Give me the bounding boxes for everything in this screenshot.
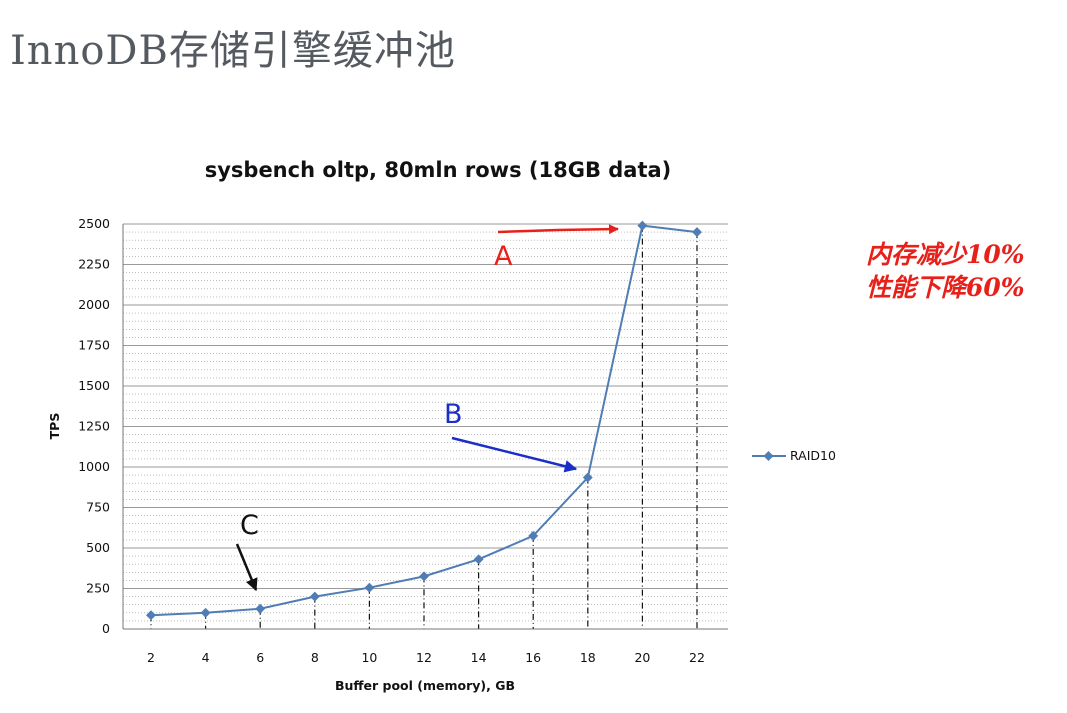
x-tick-label: 2 bbox=[147, 650, 155, 665]
x-tick-label: 20 bbox=[634, 650, 650, 665]
annotation-label-c: C bbox=[240, 510, 259, 541]
legend-label: RAID10 bbox=[790, 448, 836, 463]
gridlines bbox=[123, 223, 728, 622]
x-tick-label: 16 bbox=[525, 650, 541, 665]
chart-title: sysbench oltp, 80mln rows (18GB data) bbox=[205, 158, 672, 182]
y-tick-label: 500 bbox=[86, 540, 110, 555]
x-tick-labels: 2 4 6 8 10 12 14 16 18 20 22 bbox=[147, 650, 705, 665]
x-tick-label: 6 bbox=[256, 650, 264, 665]
performance-note: 内存减少10% 性能下降60% bbox=[866, 238, 1061, 304]
y-tick-labels: 0 250 500 750 1000 1250 1500 1750 2000 2250 2500 bbox=[78, 216, 110, 636]
y-tick-label: 2500 bbox=[78, 216, 110, 231]
annotation-label-a: A bbox=[494, 241, 513, 272]
x-tick-label: 4 bbox=[202, 650, 210, 665]
y-tick-label: 2000 bbox=[78, 297, 110, 312]
data-point bbox=[692, 227, 702, 238]
y-tick-label: 1750 bbox=[78, 338, 110, 353]
y-tick-label: 0 bbox=[102, 621, 110, 636]
annotation-arrow-a bbox=[497, 224, 619, 235]
y-tick-label: 750 bbox=[86, 500, 110, 515]
series-line-raid10 bbox=[150, 224, 698, 617]
data-point bbox=[473, 554, 484, 565]
y-tick-label: 1250 bbox=[78, 419, 110, 434]
series-raid10 bbox=[146, 220, 702, 621]
x-tick-label: 14 bbox=[471, 650, 487, 665]
y-tick-label: 1500 bbox=[78, 378, 110, 393]
legend: RAID10 bbox=[752, 448, 836, 463]
drop-lines bbox=[150, 225, 698, 629]
y-tick-label: 250 bbox=[86, 581, 110, 596]
annotations: A B C bbox=[235, 224, 619, 592]
annotation-arrow-c bbox=[235, 543, 258, 592]
slide-title: InnoDB存储引擎缓冲池 bbox=[10, 28, 456, 74]
data-point bbox=[637, 220, 648, 231]
x-tick-label: 8 bbox=[311, 650, 319, 665]
data-point bbox=[582, 472, 593, 483]
legend-marker bbox=[763, 451, 774, 461]
x-tick-label: 22 bbox=[689, 650, 705, 665]
x-tick-label: 12 bbox=[416, 650, 432, 665]
x-axis-label: Buffer pool (memory), GB bbox=[335, 678, 515, 693]
data-point bbox=[200, 607, 211, 618]
y-tick-label: 1000 bbox=[78, 459, 110, 474]
y-axis-label: TPS bbox=[47, 413, 62, 440]
x-tick-label: 18 bbox=[580, 650, 596, 665]
note-line-performance: 性能下降60% bbox=[866, 273, 1025, 302]
data-point bbox=[528, 530, 539, 541]
annotation-label-b: B bbox=[444, 399, 463, 430]
note-line-memory: 内存减少10% bbox=[866, 240, 1025, 269]
data-point bbox=[309, 591, 320, 602]
data-point bbox=[419, 571, 429, 582]
data-point bbox=[146, 610, 156, 621]
data-point bbox=[255, 603, 266, 614]
y-tick-label: 2250 bbox=[78, 257, 110, 272]
annotation-arrow-b bbox=[451, 436, 578, 473]
data-point bbox=[364, 582, 375, 593]
x-tick-label: 10 bbox=[361, 650, 377, 665]
